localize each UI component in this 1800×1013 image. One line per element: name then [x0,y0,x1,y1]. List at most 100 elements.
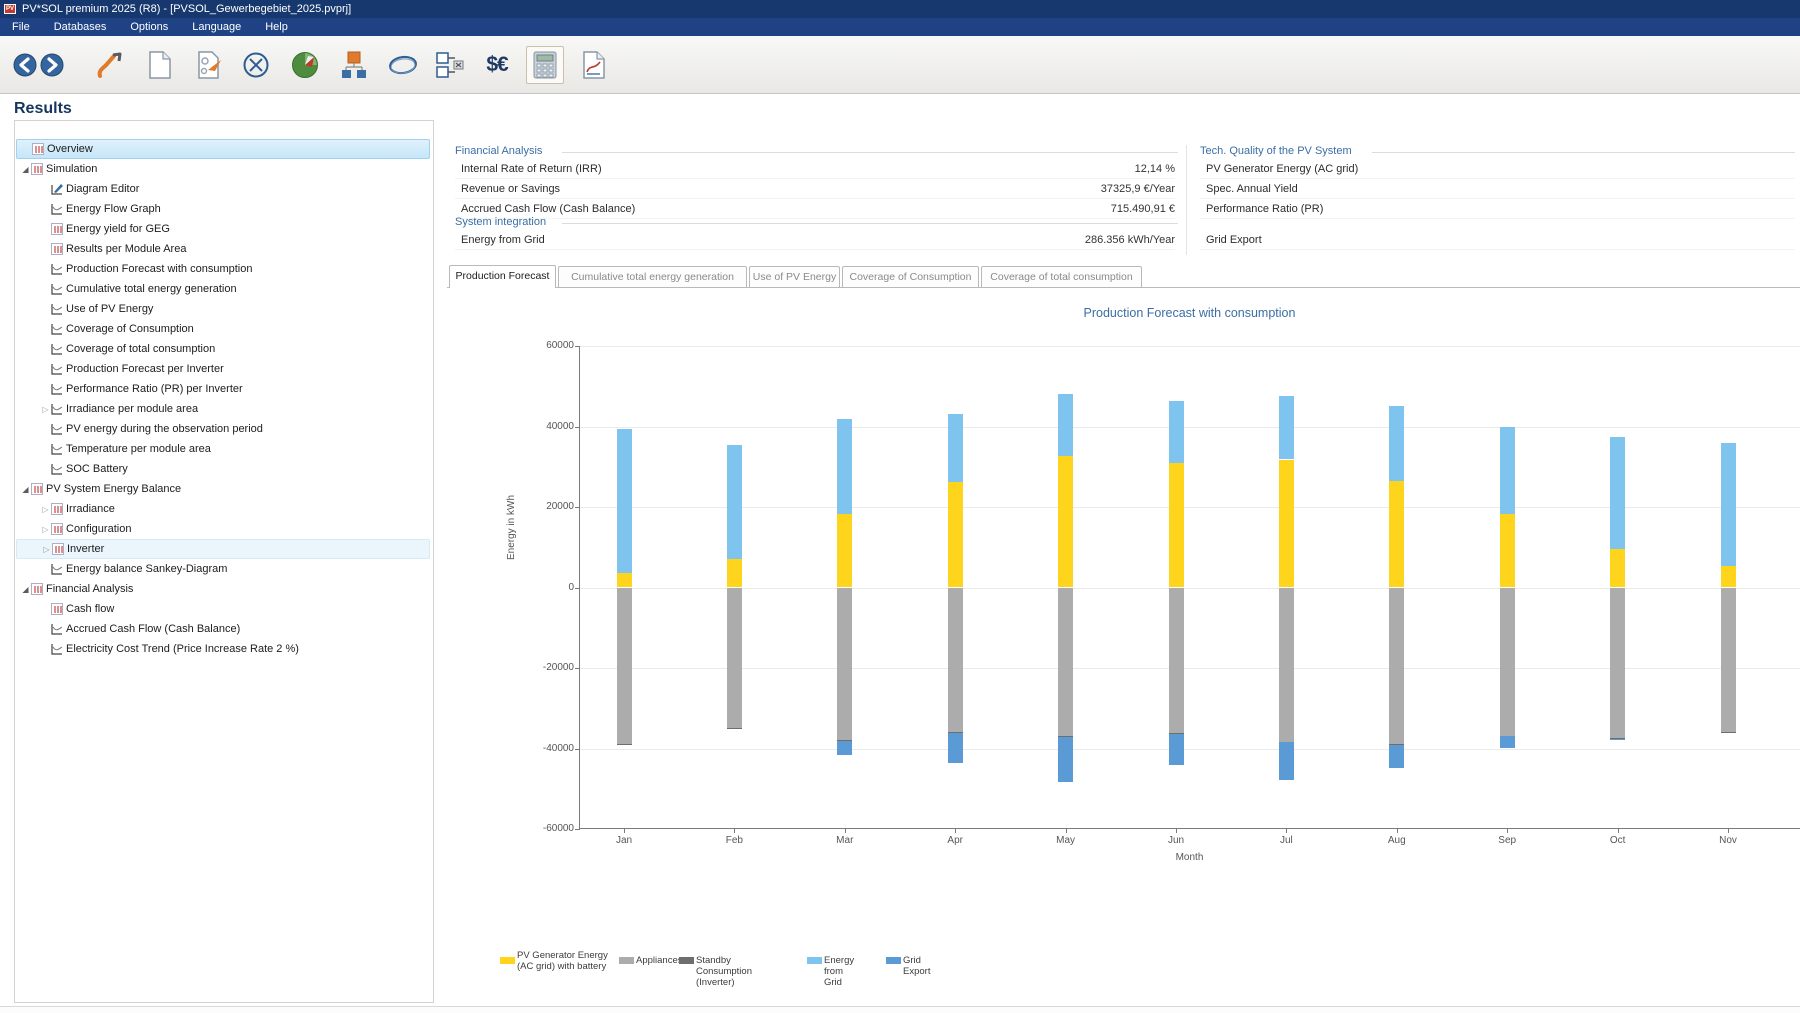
tree-item-pv-system-energy-balance[interactable]: ◢PV System Energy Balance [16,479,430,499]
expander-collapsed-icon[interactable]: ▷ [40,525,51,534]
open-project-button[interactable] [190,46,228,84]
expander-collapsed-icon[interactable]: ▷ [40,405,51,414]
tree-item-energy-balance-sankey-diagram[interactable]: Energy balance Sankey-Diagram [16,559,430,579]
x-tick-mark [1397,829,1398,833]
menu-item-file[interactable]: File [0,18,42,36]
x-tick-label: Mar [815,835,875,846]
summary-value: 37325,9 €/Year [1101,183,1175,195]
report-button[interactable] [575,46,613,84]
tree-item-configuration[interactable]: ▷Configuration [16,519,430,539]
tree-item-energy-flow-graph[interactable]: Energy Flow Graph [16,199,430,219]
summary-label: Performance Ratio (PR) [1206,203,1323,215]
expander-collapsed-icon[interactable]: ▷ [40,505,51,514]
grid-export-row: Grid Export [1200,232,1795,250]
x-tick-label: Feb [704,835,764,846]
financial-analysis-button[interactable]: $€ [478,46,516,84]
line-chart-icon [51,463,63,475]
new-project-button[interactable] [141,46,179,84]
title-bar: PV PV*SOL premium 2025 (R8) - [PVSOL_Gew… [0,0,1800,18]
tree-item-coverage-of-total-consumption[interactable]: Coverage of total consumption [16,339,430,359]
summary-label: Internal Rate of Return (IRR) [461,163,602,175]
cable-plan-button[interactable] [384,46,422,84]
tree-item-accrued-cash-flow-cash-balance[interactable]: Accrued Cash Flow (Cash Balance) [16,619,430,639]
expander-expanded-icon[interactable]: ◢ [20,165,31,174]
chart-tabstrip: Production ForecastCumulative total ener… [447,265,1800,288]
table-report-icon [51,223,63,235]
wrench-icon [94,50,124,80]
tree-item-diagram-editor[interactable]: Diagram Editor [16,179,430,199]
tree-item-label: Energy balance Sankey-Diagram [66,563,227,575]
currency-icon: $€ [486,53,507,77]
results-calculation-button[interactable] [526,46,564,84]
tree-item-financial-analysis[interactable]: ◢Financial Analysis [16,579,430,599]
tab-coverage-of-total-consumption[interactable]: Coverage of total consumption [981,266,1142,287]
line-chart-icon [51,463,63,475]
forward-button[interactable] [33,46,71,84]
menu-item-options[interactable]: Options [118,18,180,36]
tree-item-irradiance-per-module-area[interactable]: ▷Irradiance per module area [16,399,430,419]
3d-planning-button[interactable] [286,46,324,84]
close-project-button[interactable] [237,46,275,84]
bar-segment-energy-from-grid [1169,401,1184,463]
tree-item-cash-flow[interactable]: Cash flow [16,599,430,619]
expander-collapsed-icon[interactable]: ▷ [41,545,52,554]
tech-quality-row: PV Generator Energy (AC grid) [1200,161,1795,179]
tree-item-label: SOC Battery [66,463,128,475]
project-assistant-button[interactable] [90,46,128,84]
cable-ring-icon [387,53,419,77]
tree-item-label: Simulation [46,163,97,175]
menu-item-language[interactable]: Language [180,18,253,36]
menu-item-help[interactable]: Help [253,18,300,36]
globe-3d-icon [290,50,320,80]
tree-item-irradiance[interactable]: ▷ Irradiance [16,499,430,519]
tree-item-inverter[interactable]: ▷Inverter [16,539,430,559]
tree-item-soc-battery[interactable]: SOC Battery [16,459,430,479]
tree-item-energy-yield-for-geg[interactable]: Energy yield for GEG [16,219,430,239]
results-tree-panel: Overview◢SimulationDiagram EditorEnergy … [14,120,434,1003]
tree-item-label: Energy yield for GEG [66,223,170,235]
tree-item-cumulative-total-energy-generation[interactable]: Cumulative total energy generation [16,279,430,299]
tree-item-temperature-per-module-area[interactable]: Temperature per module area [16,439,430,459]
tree-item-simulation[interactable]: ◢ Simulation [16,159,430,179]
gridline [580,427,1800,428]
tree-item-label: Irradiance [66,503,115,515]
compare-variants-button[interactable] [431,46,469,84]
expander-expanded-icon[interactable]: ◢ [20,585,31,594]
tree-item-label: Production Forecast with consumption [66,263,252,275]
y-tick-label: 40000 [524,421,574,432]
expander-expanded-icon[interactable]: ◢ [20,485,31,494]
calculator-icon [532,50,558,80]
tree-item-performance-ratio-pr-per-inverter[interactable]: Performance Ratio (PR) per Inverter [16,379,430,399]
tree-item-production-forecast-per-inverter[interactable]: Production Forecast per Inverter [16,359,430,379]
tree-item-label: Production Forecast per Inverter [66,363,224,375]
tree-item-pv-energy-during-the-observation-period[interactable]: PV energy during the observation period [16,419,430,439]
tree-item-use-of-pv-energy[interactable]: Use of PV Energy [16,299,430,319]
section-rule [562,152,1178,153]
tree-item-overview[interactable]: Overview [16,139,430,159]
legend-label: Standby Consumption (Inverter) [696,955,752,988]
system-diagram-button[interactable] [335,46,373,84]
line-chart-icon [51,343,63,355]
legend-swatch [886,957,901,964]
tab-use-of-pv-energy[interactable]: Use of PV Energy [749,266,840,287]
tab-coverage-of-consumption[interactable]: Coverage of Consumption [842,266,979,287]
bar-segment-appliances [1279,588,1294,742]
menu-item-databases[interactable]: Databases [42,18,119,36]
tab-production-forecast[interactable]: Production Forecast [449,265,556,288]
tab-cumulative-total-energy-generation[interactable]: Cumulative total energy generation [558,266,747,287]
status-bar [0,1006,1800,1013]
tree-item-production-forecast-with-consumption[interactable]: Production Forecast with consumption [16,259,430,279]
tree-item-results-per-module-area[interactable]: Results per Module Area [16,239,430,259]
x-tick-label: Apr [925,835,985,846]
summary-label: Accrued Cash Flow (Cash Balance) [461,203,635,215]
new-document-icon [147,50,173,80]
tree-item-coverage-of-consumption[interactable]: Coverage of Consumption [16,319,430,339]
tree-item-electricity-cost-trend-price-increase-rate-2[interactable]: Electricity Cost Trend (Price Increase R… [16,639,430,659]
bar-segment-standby-consumption-inverter- [1721,732,1736,733]
line-chart-icon [51,443,63,455]
section-rule [1372,152,1795,153]
bar-segment-pv-generator-energy-ac-grid-wi [1610,549,1625,588]
y-tick-label: -40000 [524,743,574,754]
table-report-icon [51,243,63,255]
tree-item-label: Temperature per module area [66,443,211,455]
